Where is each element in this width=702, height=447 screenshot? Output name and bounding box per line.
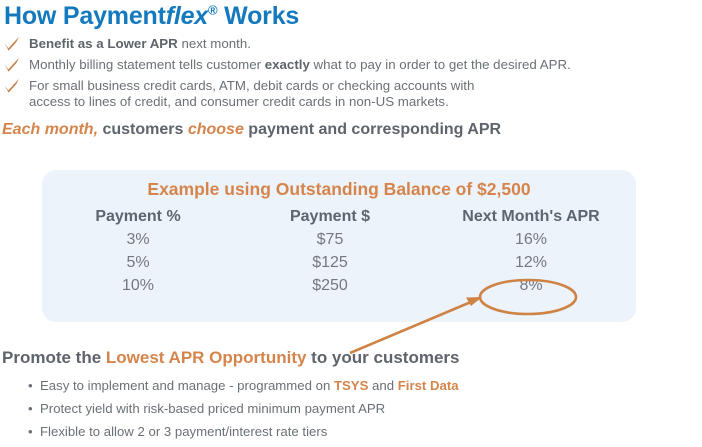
table-row: 3% $75 16%	[42, 228, 636, 251]
feature-bullet-list: • Easy to implement and manage - program…	[28, 378, 688, 447]
column-header-next-month-apr: Next Month's APR	[462, 208, 600, 225]
list-item: • Flexible to allow 2 or 3 payment/inter…	[28, 424, 688, 440]
check-icon	[3, 78, 21, 94]
bullet-text-pre: Monthly billing statement tells customer	[29, 57, 265, 72]
cell-next-month-apr: 12%	[514, 254, 548, 271]
registered-trademark-symbol: ®	[208, 2, 218, 18]
cell-next-month-apr-highlighted: 8%	[519, 277, 543, 294]
each-month-accent-1: Each month,	[2, 121, 99, 138]
promote-headline: Promote the Lowest APR Opportunity to yo…	[2, 348, 459, 368]
list-item: Monthly billing statement tells customer…	[2, 57, 692, 73]
bullet-text-line2: access to lines of credit, and consumer …	[29, 94, 449, 109]
promote-text-pre: Promote the	[2, 348, 106, 367]
sub-bullet-text: Flexible to allow 2 or 3 payment/interes…	[40, 424, 328, 439]
each-month-text-1: customers	[98, 121, 188, 138]
page-title-post: Works	[217, 2, 300, 30]
list-item: • Easy to implement and manage - program…	[28, 378, 688, 394]
bullet-dot-icon: •	[28, 424, 33, 439]
bullet-text: next month.	[177, 36, 251, 51]
cell-payment-dollar: $250	[312, 277, 348, 294]
table-row: 5% $125 12%	[42, 251, 636, 274]
bullet-bold-text: exactly	[264, 57, 310, 72]
example-heading: Example using Outstanding Balance of $2,…	[147, 179, 531, 199]
page-title: How Paymentflex® Works	[4, 2, 299, 31]
bullet-dot-icon: •	[28, 378, 33, 393]
list-item: Benefit as a Lower APR next month.	[2, 36, 692, 52]
sub-bullet-accent-first-data: First Data	[397, 378, 459, 393]
bullet-text-line1: For small business credit cards, ATM, de…	[29, 78, 475, 93]
check-icon	[3, 36, 21, 52]
cell-payment-percent: 5%	[126, 254, 150, 271]
bullet-text-post: what to pay in order to get the desired …	[309, 57, 571, 72]
list-item: • Protect yield with risk-based priced m…	[28, 401, 688, 417]
sub-bullet-text-pre: Easy to implement and manage - programme…	[40, 378, 334, 393]
cell-payment-percent: 10%	[121, 277, 155, 294]
example-table: Payment % Payment $ Next Month's APR 3% …	[42, 206, 636, 297]
sub-bullet-accent-tsys: TSYS	[333, 378, 369, 393]
each-month-text-2: payment and corresponding APR	[243, 121, 502, 138]
table-row: 10% $250 8%	[42, 274, 636, 297]
table-header-row: Payment % Payment $ Next Month's APR	[42, 206, 636, 228]
promote-text-post: to your customers	[306, 348, 460, 367]
bullet-dot-icon: •	[28, 401, 33, 416]
page-title-pre: How Payment	[4, 2, 166, 30]
cell-payment-percent: 3%	[126, 231, 150, 248]
promote-accent-text: Lowest APR Opportunity	[105, 348, 307, 367]
bullet-bold-text: Benefit as a Lower APR	[29, 36, 178, 51]
table-body: 3% $75 16% 5% $125 12% 10% $250 8%	[42, 228, 636, 297]
cell-next-month-apr: 16%	[514, 231, 548, 248]
each-month-statement: Each month, customers choose payment and…	[2, 121, 501, 139]
check-icon	[3, 57, 21, 73]
example-panel: Example using Outstanding Balance of $2,…	[42, 170, 636, 322]
each-month-accent-2: choose	[187, 121, 244, 138]
cell-payment-dollar: $125	[312, 254, 348, 271]
column-header-payment-percent: Payment %	[95, 208, 181, 225]
sub-bullet-text: Protect yield with risk-based priced min…	[40, 401, 386, 416]
column-header-payment-dollar: Payment $	[289, 208, 371, 225]
cell-payment-dollar: $75	[316, 231, 344, 248]
list-item: For small business credit cards, ATM, de…	[2, 78, 692, 110]
sub-bullet-text-mid: and	[368, 378, 398, 393]
benefit-bullet-list: Benefit as a Lower APR next month. Month…	[2, 36, 692, 115]
page-title-brand-italic: flex	[165, 2, 209, 30]
